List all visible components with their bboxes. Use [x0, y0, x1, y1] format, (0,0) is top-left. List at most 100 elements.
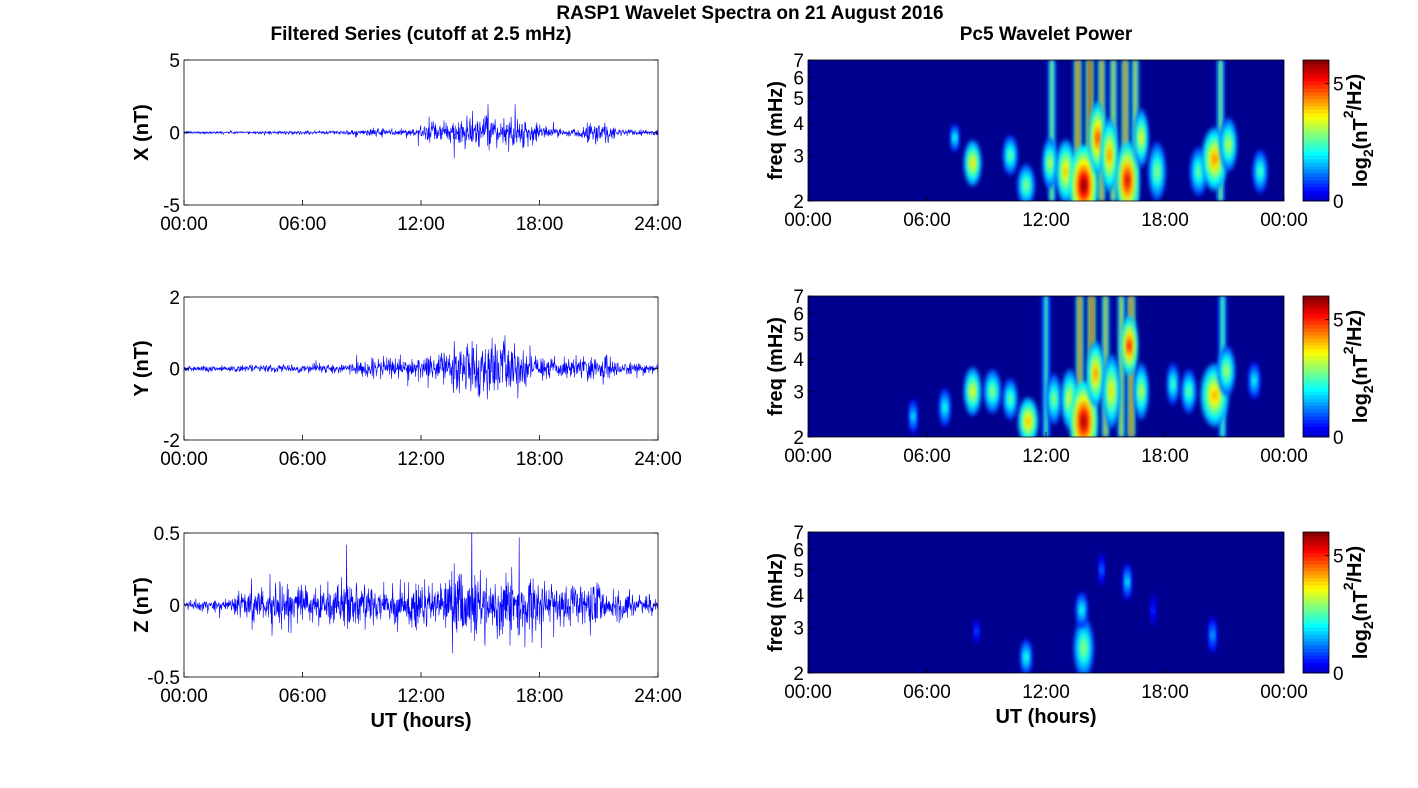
y-power-power-blob [1171, 380, 1175, 388]
figure-title: RASP1 Wavelet Spectra on 21 August 2016 [556, 3, 943, 24]
x-power-colorbar-step [1303, 81, 1329, 86]
z-power-colorbar-step [1303, 595, 1329, 600]
x-power-colorbar-step [1303, 63, 1329, 68]
x-power-power-blob [953, 135, 957, 141]
z-power-power-field [973, 552, 1217, 673]
z-power-xtick-label: 00:00 [784, 682, 832, 703]
z-power-ytick-label: 5 [793, 561, 804, 582]
x-series-ytick-label: 5 [169, 51, 180, 72]
x-power-streak [1124, 60, 1127, 201]
y-series-panel: 2 0 -200:00 06:00 12:00 18:00 24:00 Y (nT) [131, 288, 682, 470]
y-power-ytick-label: 2 [793, 428, 804, 449]
y-power-colorbar-step [1303, 331, 1329, 336]
x-power-xtick-label: 00:00 [784, 210, 832, 231]
y-power-colorbar-label-base: log [1350, 393, 1372, 423]
y-power-colorbar-step [1303, 359, 1329, 364]
y-power-ytick-label: 4 [793, 350, 804, 371]
y-power-streak [1045, 296, 1047, 437]
y-power-power-blob [1212, 389, 1217, 401]
y-power-colorbar-step [1303, 355, 1329, 360]
x-power-xtick-label: 12:00 [1022, 210, 1070, 231]
x-power-colorbar-step [1303, 158, 1329, 163]
x-power-colorbar-step [1303, 98, 1329, 103]
z-series-xtick-label: 12:00 [397, 686, 445, 707]
z-power-ytick-label: 6 [793, 540, 804, 561]
z-power-power-blob [1125, 578, 1129, 585]
y-power-colorbar-step [1303, 296, 1329, 301]
x-power-colorbar-step [1303, 123, 1329, 128]
y-series-ytick-label: 2 [169, 288, 180, 309]
x-power-power-blob [1107, 149, 1111, 162]
x-power-colorbar-step [1303, 151, 1329, 156]
z-power-xtick-label: 12:00 [1022, 682, 1070, 703]
x-power-power-blob [1197, 167, 1201, 176]
y-power-colorbar-step [1303, 338, 1329, 343]
y-power-colorbar-step [1303, 426, 1329, 431]
z-power-power-blob [1024, 654, 1028, 661]
z-power-colorbar-step [1303, 641, 1329, 646]
y-power-colorbar-step [1303, 317, 1329, 322]
z-power-colorbar-step [1303, 609, 1329, 614]
y-power-streak [1078, 296, 1081, 437]
y-power-colorbar-step [1303, 377, 1329, 382]
z-power-xtick-label: 18:00 [1141, 682, 1189, 703]
y-power-colorbar-label: log2(nT2/Hz) [1340, 310, 1376, 423]
x-power-xtick-label: 00:00 [1260, 210, 1308, 231]
y-power-colorbar-step [1303, 320, 1329, 325]
z-power-colorbar-step [1303, 563, 1329, 568]
x-power-colorbar-step [1303, 130, 1329, 135]
z-power-colorbar-step [1303, 546, 1329, 551]
y-power-power-blob [1252, 377, 1256, 384]
z-power-colorbar-step [1303, 570, 1329, 575]
z-power-colorbar-step [1303, 637, 1329, 642]
y-power-ytick-label: 5 [793, 325, 804, 346]
x-power-ytick-label: 3 [793, 146, 804, 167]
y-power-colorbar-tick-label: 5 [1333, 311, 1344, 332]
x-series-ytick-label: 0 [169, 124, 180, 145]
y-power-colorbar-step [1303, 384, 1329, 389]
y-power-colorbar-step [1303, 373, 1329, 378]
y-power-colorbar-step [1303, 370, 1329, 375]
x-power-colorbar-step [1303, 193, 1329, 198]
y-power-power-blob [1187, 387, 1191, 396]
x-power-colorbar-step [1303, 190, 1329, 195]
z-power-colorbar-step [1303, 606, 1329, 611]
x-power-colorbar-step [1303, 134, 1329, 139]
x-series-ylabel: X (nT) [131, 104, 153, 161]
x-power-ytick-label: 2 [793, 192, 804, 213]
y-power-xtick-label: 12:00 [1022, 446, 1070, 467]
y-power-power-blob [1008, 395, 1012, 403]
y-power-colorbar-step [1303, 303, 1329, 308]
z-power-colorbar-step [1303, 532, 1329, 537]
y-power-colorbar-step [1303, 398, 1329, 403]
x-power-colorbar-step [1303, 77, 1329, 82]
x-series-xtick-label: 06:00 [279, 214, 327, 235]
x-power-colorbar-label-base: log [1350, 157, 1372, 187]
y-power-power-blob [1127, 340, 1131, 351]
z-power-colorbar-step [1303, 613, 1329, 618]
z-power-colorbar-step [1303, 634, 1329, 639]
z-power-colorbar-step [1303, 616, 1329, 621]
x-power-power-blob [1155, 166, 1159, 177]
x-series-trace [184, 104, 658, 159]
z-power-colorbar-step [1303, 627, 1329, 632]
z-power-power-blob [1080, 607, 1084, 614]
z-power-colorbar-step [1303, 623, 1329, 628]
y-power-power-blob [1109, 385, 1113, 398]
y-power-colorbar-step [1303, 324, 1329, 329]
z-power-power-blob [1082, 642, 1086, 653]
x-series-xtick-label: 18:00 [516, 214, 564, 235]
y-power-colorbar-label-sup: 2 [1340, 346, 1356, 354]
x-power-colorbar-step [1303, 102, 1329, 107]
x-power-colorbar-label: log2(nT2/Hz) [1340, 74, 1376, 187]
right-xlabel: UT (hours) [995, 706, 1096, 728]
y-series-xtick-label: 12:00 [397, 449, 445, 470]
z-series-ylabel: Z (nT) [131, 577, 153, 633]
z-power-power-blob [1100, 566, 1104, 573]
x-series-panel: 5 0 -500:00 06:00 12:00 18:00 24:00 X (nT) [131, 51, 682, 235]
x-power-power-blob [1139, 133, 1143, 143]
z-power-power-blob [1151, 607, 1155, 614]
z-power-colorbar-label-sub: 2 [1360, 621, 1376, 629]
